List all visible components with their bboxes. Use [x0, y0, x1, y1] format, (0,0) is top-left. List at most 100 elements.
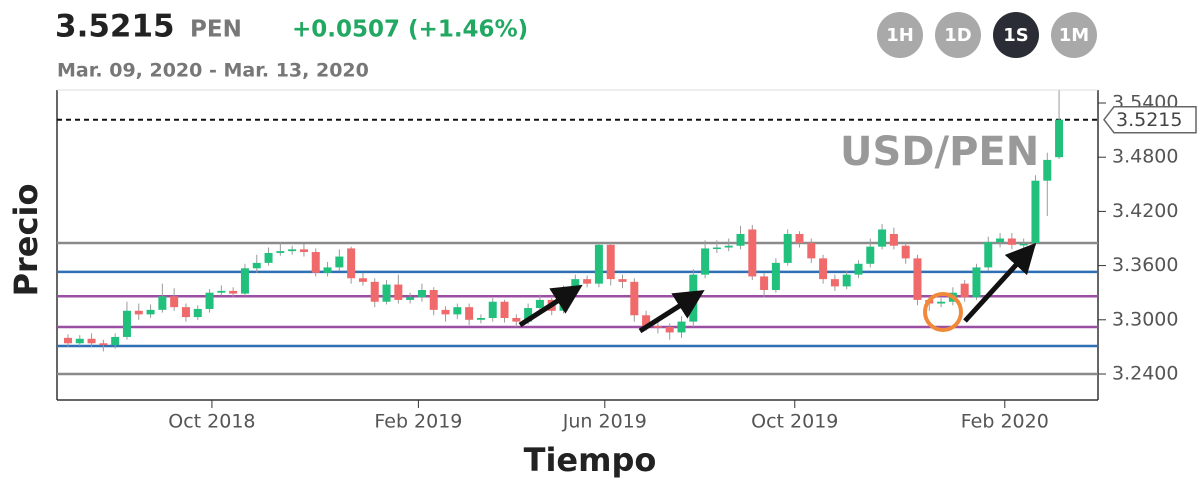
candle-body — [87, 338, 96, 344]
candle-body — [252, 262, 261, 269]
candle-body — [535, 299, 544, 309]
price-tag-label: 3.5215 — [1116, 109, 1182, 131]
candle-body — [653, 326, 662, 328]
candle-body — [1007, 238, 1016, 245]
candle-body — [75, 338, 84, 344]
y-tick-label: 3.3600 — [1112, 254, 1178, 276]
candle-body — [996, 238, 1005, 243]
candle-body — [288, 249, 297, 252]
annotation-arrow — [518, 284, 583, 328]
candle-body — [842, 274, 851, 287]
candle-body — [370, 281, 379, 302]
candle-body — [181, 307, 190, 318]
candle-body — [134, 310, 143, 315]
candle-body — [712, 247, 721, 250]
candle-body — [783, 233, 792, 263]
y-tick-label: 3.4800 — [1112, 146, 1178, 168]
candle-body — [618, 279, 627, 282]
candle-body — [347, 248, 356, 279]
candle-body — [889, 233, 898, 246]
candle-body — [441, 309, 450, 315]
candle-body — [99, 343, 108, 346]
x-tick-label: Oct 2019 — [751, 411, 838, 433]
candle-body — [807, 243, 816, 259]
candle-body — [583, 279, 592, 284]
candle-body — [937, 301, 946, 304]
annotation-arrow — [638, 289, 705, 334]
period-button-label: 1D — [944, 25, 971, 46]
period-button[interactable] — [993, 12, 1039, 58]
candle-body — [264, 252, 273, 263]
candle-body — [429, 289, 438, 310]
period-button[interactable] — [1051, 12, 1097, 58]
candle-body — [642, 315, 651, 327]
candle-body — [205, 292, 214, 309]
period-button[interactable] — [877, 12, 923, 58]
y-tick-label: 3.4200 — [1112, 200, 1178, 222]
candle-body — [158, 296, 167, 310]
candle-body — [417, 289, 426, 298]
candle-body — [276, 251, 285, 253]
annotation-circle — [923, 292, 963, 332]
candle-body — [335, 256, 344, 268]
candle-body — [63, 337, 72, 344]
candle-body — [972, 267, 981, 298]
candle-body — [311, 252, 320, 273]
period-button-label: 1S — [1003, 25, 1029, 46]
candle-body — [453, 307, 462, 315]
candle-body — [736, 233, 745, 246]
x-tick-label: Feb 2020 — [961, 411, 1049, 433]
candle-body — [819, 258, 828, 280]
candle-body — [748, 229, 757, 277]
candle-body — [465, 307, 474, 320]
y-axis-label: Precio — [7, 184, 45, 297]
candle-body — [240, 268, 249, 294]
candle-body — [193, 308, 202, 318]
candle-body — [866, 246, 875, 264]
x-tick-label: Jun 2019 — [562, 411, 647, 433]
candle-body — [878, 229, 887, 247]
candle-body — [406, 297, 415, 300]
candle-body — [771, 262, 780, 290]
candle-body — [724, 245, 733, 248]
period-button-label: 1M — [1059, 25, 1089, 46]
x-axis-label: Tiempo — [524, 441, 657, 479]
candle-body — [488, 301, 497, 318]
candle-body — [1019, 243, 1028, 246]
candle-body — [170, 296, 179, 308]
candle-body — [830, 279, 839, 287]
candle-body — [394, 284, 403, 300]
candle-body — [323, 267, 332, 273]
candle-body — [795, 233, 804, 244]
candle-body — [1031, 180, 1040, 244]
candle-body — [854, 263, 863, 275]
candle-body — [382, 284, 391, 302]
candle-body — [984, 242, 993, 268]
candle-body — [500, 301, 509, 318]
candle-body — [760, 276, 769, 290]
y-tick-label: 3.3000 — [1112, 308, 1178, 330]
period-button[interactable] — [935, 12, 981, 58]
x-tick-label: Feb 2019 — [374, 411, 462, 433]
candle-body — [677, 321, 686, 333]
candle-body — [111, 336, 120, 346]
candle-body — [512, 317, 521, 322]
x-tick-label: Oct 2018 — [168, 411, 255, 433]
candle-body — [630, 281, 639, 316]
watermark: USD/PEN — [840, 129, 1039, 175]
y-tick-label: 3.2400 — [1112, 362, 1178, 384]
candle-body — [217, 290, 226, 293]
annotation-arrow — [963, 242, 1037, 323]
candle-body — [594, 244, 603, 284]
candle-body — [913, 258, 922, 300]
period-button-label: 1H — [886, 25, 914, 46]
candle-body — [701, 248, 710, 275]
change: +0.0507 (+1.46%) — [292, 17, 528, 43]
candle-body — [1043, 159, 1052, 181]
candle-body — [229, 290, 238, 294]
candle-body — [299, 249, 308, 253]
candle-body — [122, 310, 131, 337]
candle-body — [1055, 119, 1064, 158]
price: 3.5215 — [55, 9, 175, 45]
